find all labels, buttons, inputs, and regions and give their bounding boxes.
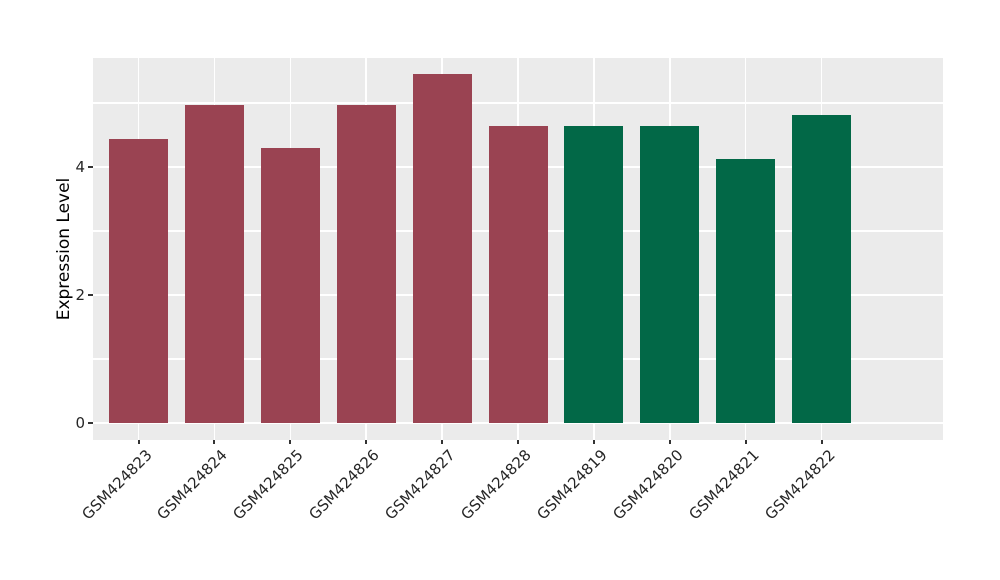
bar-GSM424819 xyxy=(564,126,624,423)
gridline-minor xyxy=(93,102,943,104)
x-tick-label: GSM424821 xyxy=(685,446,763,524)
y-tick xyxy=(88,294,93,296)
x-tick xyxy=(137,440,140,444)
x-tick-label: GSM424826 xyxy=(305,446,383,524)
y-tick-label: 4 xyxy=(75,158,85,176)
x-tick xyxy=(213,440,216,444)
x-tick xyxy=(744,440,747,444)
x-tick xyxy=(365,440,368,444)
x-tick-label: GSM424824 xyxy=(153,446,232,524)
x-tick xyxy=(517,440,519,444)
x-tick-label: GSM424827 xyxy=(381,446,459,524)
x-tick-label: GSM424825 xyxy=(229,446,308,524)
bar-GSM424823 xyxy=(109,138,169,423)
x-tick xyxy=(289,440,292,444)
bar-GSM424827 xyxy=(412,74,472,423)
bar-GSM424825 xyxy=(260,147,320,423)
bar-GSM424820 xyxy=(640,126,700,423)
y-tick xyxy=(88,422,93,424)
y-tick-label: 2 xyxy=(75,286,85,304)
y-tick-label: 0 xyxy=(75,414,85,432)
bar-GSM424826 xyxy=(336,104,396,423)
x-tick xyxy=(441,440,444,444)
bar-GSM424821 xyxy=(716,158,776,423)
x-tick xyxy=(820,440,823,444)
x-tick xyxy=(592,440,595,444)
y-tick xyxy=(88,166,93,168)
gridline-major xyxy=(93,422,943,424)
x-tick-label: GSM424828 xyxy=(457,446,535,524)
bar-GSM424828 xyxy=(488,126,548,423)
bar-GSM424824 xyxy=(184,104,244,423)
x-tick-label: GSM424819 xyxy=(533,446,611,524)
x-tick-label: GSM424823 xyxy=(77,446,156,524)
x-tick-label: GSM424822 xyxy=(760,446,839,524)
x-tick xyxy=(668,440,671,444)
plot-panel xyxy=(93,58,943,440)
x-tick-label: GSM424820 xyxy=(609,446,687,524)
bar-GSM424822 xyxy=(792,115,852,423)
